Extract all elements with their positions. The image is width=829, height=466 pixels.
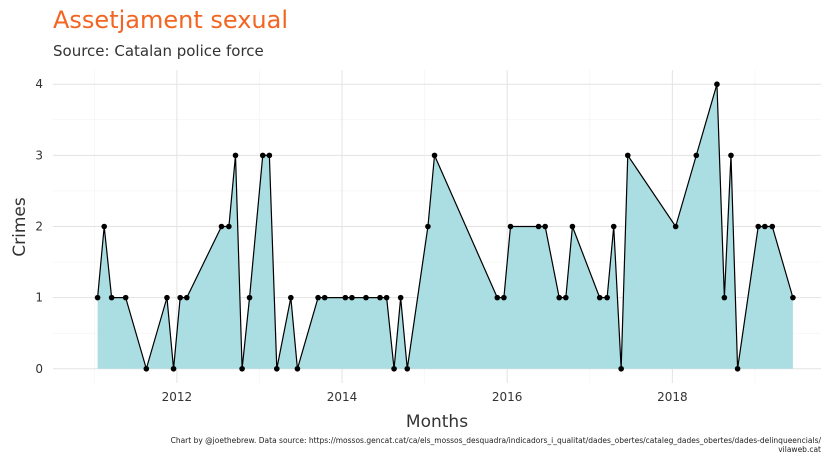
data-point: [226, 223, 232, 230]
data-point: [618, 365, 624, 372]
data-point: [542, 223, 548, 230]
data-point: [714, 81, 720, 88]
data-point: [259, 152, 266, 159]
caption-source: Chart by @joethebrew. Data source: https…: [170, 436, 821, 445]
data-point: [404, 365, 411, 372]
data-point: [177, 294, 183, 301]
data-point: [790, 294, 796, 301]
data-point: [569, 223, 576, 230]
data-point: [288, 294, 294, 301]
data-point: [596, 294, 603, 301]
x-tick-label: 2018: [657, 390, 688, 404]
data-point: [164, 294, 170, 301]
data-point: [218, 223, 225, 230]
data-point: [624, 152, 631, 159]
data-point: [246, 294, 253, 301]
data-point: [239, 365, 245, 372]
data-point: [507, 223, 514, 230]
area-fill: [97, 84, 793, 369]
data-point: [734, 365, 741, 372]
data-point: [769, 223, 776, 230]
data-point: [143, 365, 150, 372]
data-point: [273, 365, 280, 372]
data-point: [122, 294, 129, 301]
data-point: [377, 294, 383, 301]
data-point: [501, 294, 507, 301]
data-point: [721, 294, 728, 301]
x-tick-labels: 2012 2014 2016 2018: [162, 390, 688, 404]
data-point: [563, 294, 569, 301]
data-point: [183, 294, 190, 301]
data-point: [342, 294, 349, 301]
data-point: [383, 294, 390, 301]
data-point: [94, 294, 101, 301]
data-point: [294, 365, 301, 372]
data-point: [108, 294, 115, 301]
data-point: [232, 152, 239, 159]
data-point: [363, 294, 369, 301]
data-point: [535, 223, 542, 230]
y-tick-label: 2: [35, 220, 43, 234]
x-tick-label: 2016: [492, 390, 523, 404]
data-point: [170, 365, 177, 372]
chart-caption: Chart by @joethebrew. Data source: https…: [171, 436, 821, 454]
data-point: [604, 294, 610, 301]
series-line: [96, 84, 794, 371]
data-point: [755, 223, 762, 230]
caption-site: vilaweb.cat: [778, 445, 821, 454]
data-point: [693, 152, 700, 159]
y-tick-label: 4: [35, 77, 43, 91]
data-point: [762, 223, 768, 230]
data-point: [610, 223, 617, 230]
data-point: [425, 223, 431, 230]
y-tick-label: 0: [35, 362, 43, 376]
x-tick-label: 2014: [327, 390, 358, 404]
data-point: [266, 152, 273, 159]
x-tick-label: 2012: [162, 390, 193, 404]
data-point: [494, 294, 501, 301]
data-points: [94, 81, 796, 372]
data-point: [672, 223, 679, 230]
data-point: [397, 294, 404, 301]
y-tick-label: 3: [35, 148, 43, 162]
data-point: [321, 294, 328, 301]
chart-title: Assetjament sexual: [53, 6, 289, 34]
x-axis-title: Months: [406, 412, 468, 432]
data-point: [431, 152, 438, 159]
data-point: [391, 365, 397, 372]
data-point: [728, 152, 734, 159]
chart-subtitle: Source: Catalan police force: [53, 42, 264, 60]
data-point: [556, 294, 563, 301]
data-point: [315, 294, 321, 301]
y-tick-labels: 0 1 2 3 4: [35, 77, 43, 376]
y-axis-title: Crimes: [10, 197, 30, 257]
data-point: [101, 223, 107, 230]
data-point: [349, 294, 355, 301]
y-tick-label: 1: [35, 291, 43, 305]
